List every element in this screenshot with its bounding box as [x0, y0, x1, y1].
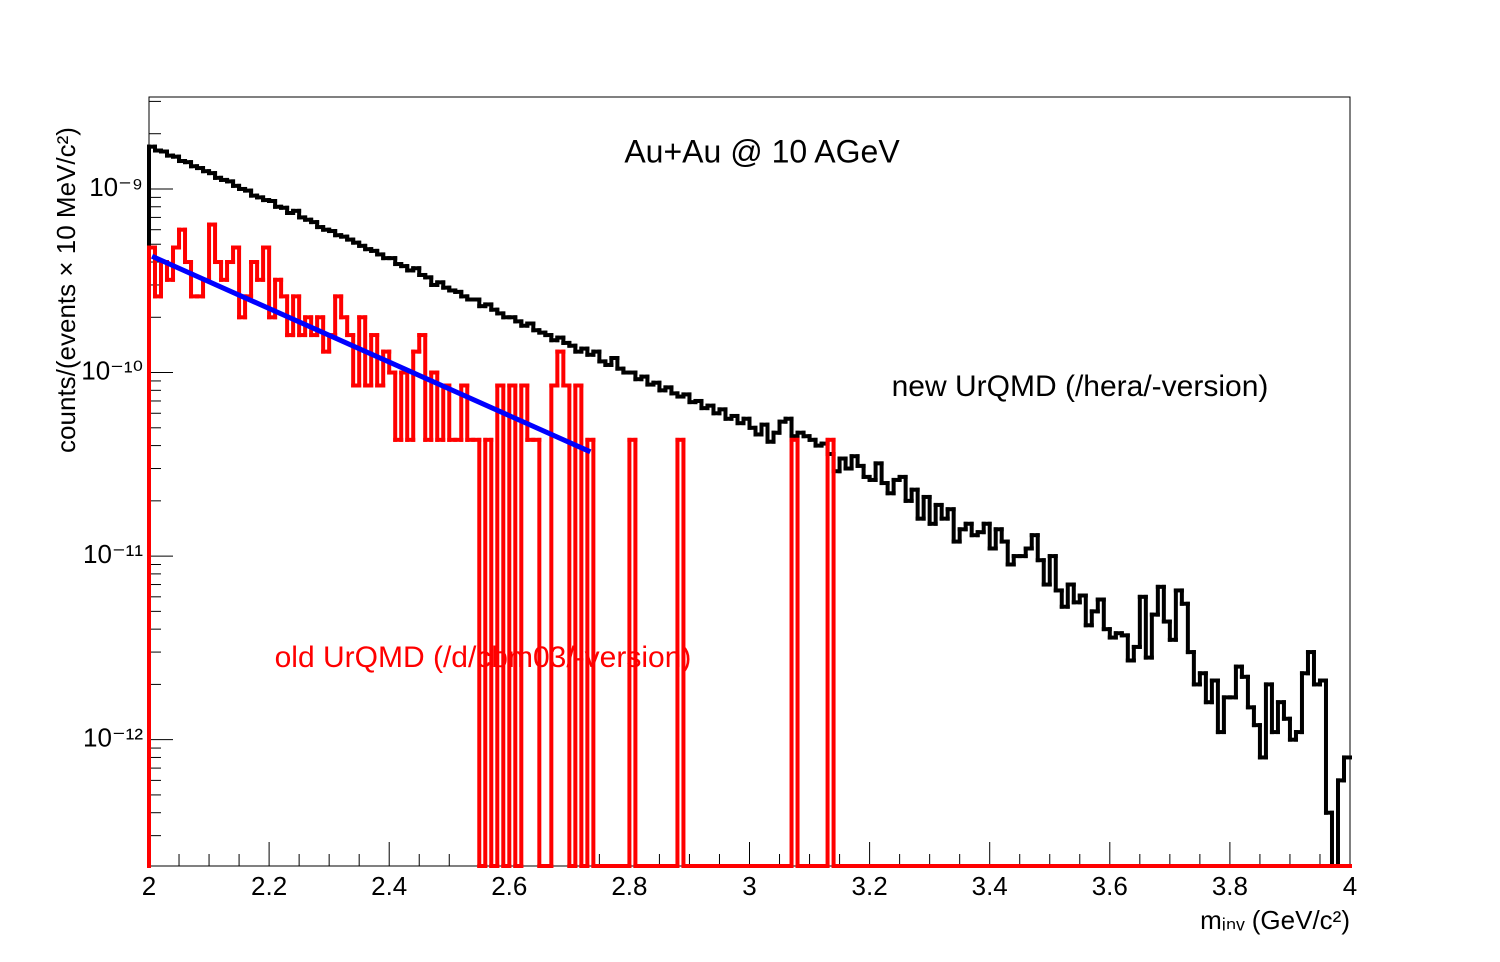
x-tick-label: 2.4	[371, 871, 407, 901]
fit-line	[150, 253, 592, 455]
y-tick-label: 10⁻⁹	[89, 172, 143, 202]
y-tick-label: 10⁻¹⁰	[81, 355, 143, 385]
chart-title: Au+Au @ 10 AGeV	[624, 133, 900, 169]
x-axis-title: mᵢₙᵥ (GeV/c²)	[1200, 905, 1350, 935]
x-tick-label: 3.6	[1092, 871, 1128, 901]
y-tick-label: 10⁻¹¹	[83, 539, 143, 569]
x-tick-label: 3	[742, 871, 756, 901]
x-tick-label: 2.8	[611, 871, 647, 901]
x-tick-label: 2.2	[251, 871, 287, 901]
x-tick-label: 3.2	[852, 871, 888, 901]
y-axis-title: counts/(events × 10 MeV/c²)	[51, 127, 81, 453]
series-name: old UrQMD (/d/cbm03/-version)	[275, 641, 692, 674]
y-tick-label: 10⁻¹²	[83, 723, 143, 753]
x-tick-label: 2.6	[491, 871, 527, 901]
x-tick-label: 3.8	[1212, 871, 1248, 901]
x-tick-label: 2	[142, 871, 156, 901]
series-name: new UrQMD (/hera/-version)	[892, 370, 1269, 403]
x-tick-label: 3.4	[972, 871, 1008, 901]
x-tick-label: 4	[1343, 871, 1357, 901]
